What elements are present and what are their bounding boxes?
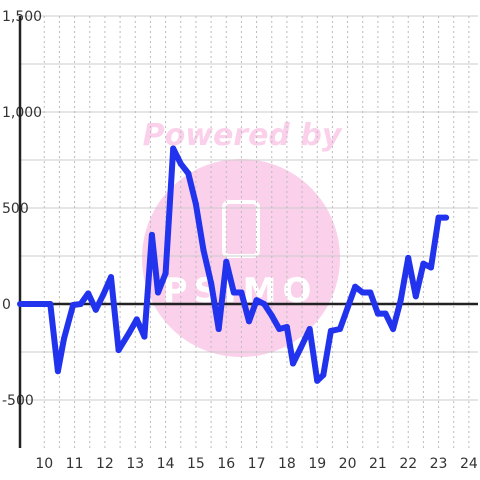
data-point [208, 279, 215, 286]
data-point [126, 329, 133, 336]
data-point [115, 347, 122, 354]
x-tick-label: 24 [460, 456, 478, 472]
data-point [427, 264, 434, 271]
data-point [85, 290, 92, 297]
y-tick-label: 0 [2, 297, 11, 313]
data-point [390, 325, 397, 332]
data-point [435, 214, 442, 221]
data-point [359, 289, 366, 296]
data-point [412, 293, 419, 300]
data-point [336, 325, 343, 332]
x-tick-label: 11 [66, 456, 84, 472]
data-point [367, 289, 374, 296]
y-tick-label: 1,000 [2, 105, 42, 121]
data-point [133, 316, 140, 323]
data-point [230, 289, 237, 296]
data-point [54, 368, 61, 375]
data-point [289, 360, 296, 367]
data-point [47, 301, 54, 307]
data-point [77, 301, 84, 307]
data-point [405, 254, 412, 261]
data-point [297, 345, 304, 352]
x-tick-label: 13 [126, 456, 144, 472]
data-point [352, 283, 359, 290]
data-point [92, 306, 99, 313]
data-point [443, 214, 450, 221]
data-point [141, 333, 148, 340]
x-tick-label: 12 [96, 456, 114, 472]
data-point [162, 270, 169, 277]
x-axis-labels: 10 11 12 13 14 15 16 17 18 19 20 21 22 23 24 [35, 456, 478, 472]
data-point [382, 310, 389, 317]
data-point [60, 335, 67, 342]
x-tick-label: 22 [399, 456, 417, 472]
data-point [246, 318, 252, 325]
data-point [177, 160, 184, 167]
watermark-text: Powered by [143, 118, 343, 153]
x-tick-label: 20 [339, 456, 357, 472]
data-point [185, 170, 192, 177]
data-point [397, 297, 404, 304]
data-point [29, 301, 36, 307]
data-point [344, 304, 351, 311]
data-point [327, 327, 334, 334]
x-tick-label: 17 [248, 456, 266, 472]
y-axis-labels: 1,500 1,000 500 0 -500 [2, 9, 42, 409]
data-point [261, 301, 268, 307]
data-point [238, 289, 245, 296]
data-point [420, 260, 427, 267]
data-point [200, 247, 207, 254]
x-tick-label: 21 [369, 456, 387, 472]
x-tick-label: 14 [157, 456, 175, 472]
data-point [155, 289, 162, 296]
data-point [268, 312, 275, 319]
data-point [41, 301, 48, 307]
data-point [170, 145, 177, 152]
data-point [314, 377, 321, 384]
y-tick-label: 500 [2, 201, 29, 217]
data-point [17, 301, 23, 307]
data-point [253, 297, 260, 304]
y-tick-label: 1,500 [2, 9, 42, 25]
data-point [374, 310, 381, 317]
data-point [276, 325, 283, 332]
data-point [320, 372, 327, 379]
x-tick-label: 16 [217, 456, 235, 472]
x-tick-label: 10 [35, 456, 53, 472]
vertical-grid [43, 16, 470, 448]
data-points [17, 145, 450, 384]
x-tick-label: 23 [430, 456, 448, 472]
data-point [215, 325, 222, 332]
data-point [148, 231, 155, 238]
x-tick-label: 18 [278, 456, 296, 472]
data-point [107, 274, 114, 281]
data-point [192, 201, 199, 208]
data-point [223, 258, 230, 265]
data-point [70, 301, 77, 308]
data-point [306, 325, 313, 332]
x-tick-label: 15 [187, 456, 205, 472]
data-point [283, 324, 290, 331]
data-point [100, 291, 107, 298]
x-tick-label: 19 [308, 456, 326, 472]
y-tick-label: -500 [2, 393, 34, 409]
